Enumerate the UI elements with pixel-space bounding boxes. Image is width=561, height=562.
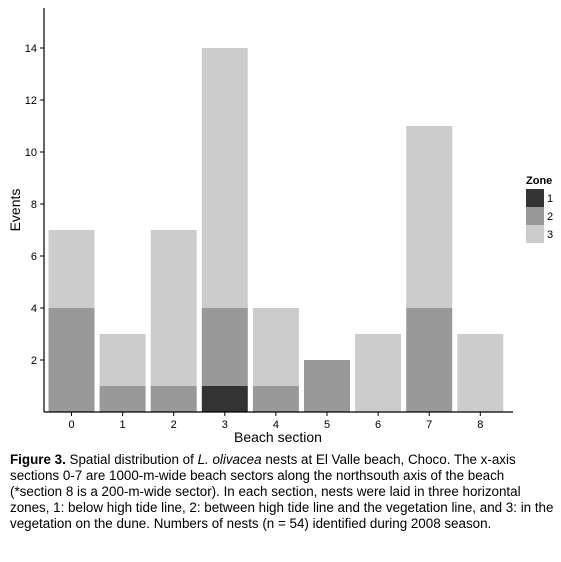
x-tick-label: 2 <box>171 419 177 431</box>
x-tick-label: 7 <box>426 419 432 431</box>
bar-segment-section-1-zone-3 <box>99 334 146 386</box>
bar-segment-section-4-zone-2 <box>252 386 299 412</box>
bar-segment-section-3-zone-2 <box>201 308 248 386</box>
caption-label: Figure 3. <box>10 452 66 467</box>
y-tick-label: 12 <box>25 95 37 107</box>
legend-label-zone-2: 2 <box>547 211 553 223</box>
y-tick-label: 8 <box>31 199 37 211</box>
x-tick-label: 5 <box>324 419 330 431</box>
caption-text-after-species: nests at El Valle beach, Choco. The x-ax… <box>10 452 554 531</box>
bar-segment-section-1-zone-2 <box>99 386 146 412</box>
legend-swatch-zone-1 <box>526 189 544 207</box>
x-tick-label: 8 <box>477 419 483 431</box>
x-tick-label: 3 <box>222 419 228 431</box>
bar-segment-section-3-zone-1 <box>201 386 248 412</box>
bar-segment-section-4-zone-3 <box>252 308 299 386</box>
bar-segment-section-0-zone-2 <box>48 308 95 412</box>
x-tick-label: 4 <box>273 419 279 431</box>
x-tick-label: 1 <box>120 419 126 431</box>
bar-segment-section-7-zone-2 <box>406 308 453 412</box>
y-tick-label: 10 <box>25 147 37 159</box>
legend-label-zone-1: 1 <box>547 193 553 205</box>
caption-species: L. olivacea <box>197 452 262 467</box>
legend-items: 1 2 3 <box>526 189 553 243</box>
bars-layer <box>48 48 504 412</box>
figure-caption: Figure 3. Spatial distribution of L. oli… <box>10 452 555 532</box>
legend: Zone 1 2 3 <box>526 175 553 243</box>
bar-segment-section-8-zone-3 <box>457 334 504 412</box>
bar-segment-section-7-zone-3 <box>406 126 453 308</box>
bar-segment-section-3-zone-3 <box>201 48 248 308</box>
x-axis-title: Beach section <box>234 429 322 445</box>
x-tick-label: 6 <box>375 419 381 431</box>
bar-segment-section-2-zone-2 <box>150 386 197 412</box>
legend-label-zone-3: 3 <box>547 229 553 241</box>
y-tick-label: 6 <box>31 251 37 263</box>
legend-swatch-zone-2 <box>526 207 544 225</box>
y-tick-label: 2 <box>31 355 37 367</box>
y-tick-label: 4 <box>31 303 37 315</box>
bar-segment-section-2-zone-3 <box>150 230 197 386</box>
legend-title: Zone <box>526 175 552 187</box>
caption-text-before-species: Spatial distribution of <box>65 452 198 467</box>
bar-segment-section-6-zone-3 <box>355 334 402 412</box>
y-axis-title: Events <box>7 189 23 232</box>
bar-segment-section-0-zone-3 <box>48 230 95 308</box>
legend-swatch-zone-3 <box>526 225 544 243</box>
bar-segment-section-5-zone-2 <box>304 360 350 412</box>
x-tick-label: 0 <box>68 419 74 431</box>
y-tick-label: 14 <box>25 43 37 55</box>
